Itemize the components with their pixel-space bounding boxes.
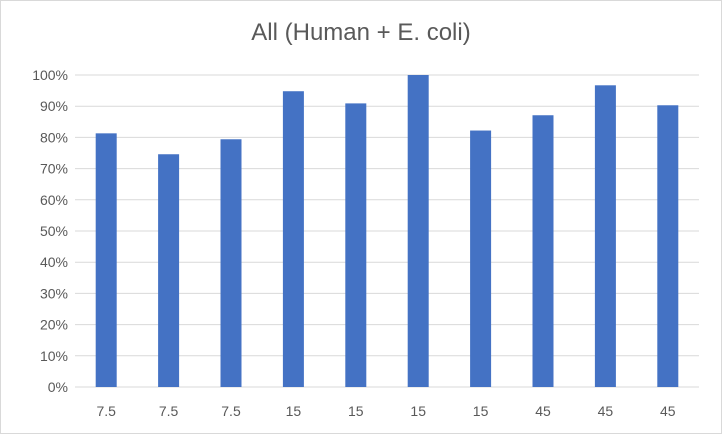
x-tick-label: 45	[598, 403, 614, 419]
x-tick-label: 7.5	[221, 403, 241, 419]
x-tick-label: 7.5	[159, 403, 179, 419]
x-tick-label: 45	[660, 403, 676, 419]
y-tick-label: 40%	[40, 254, 68, 270]
bar	[407, 75, 429, 387]
chart-title: All (Human + E. coli)	[251, 19, 471, 46]
bar	[345, 103, 367, 387]
x-tick-label: 15	[473, 403, 489, 419]
x-tick-label: 15	[286, 403, 302, 419]
y-tick-label: 50%	[40, 223, 68, 239]
bar	[95, 133, 117, 387]
bar	[594, 85, 616, 388]
x-tick-label: 45	[535, 403, 551, 419]
y-tick-label: 70%	[40, 161, 68, 177]
bar	[282, 91, 304, 387]
y-tick-label: 60%	[40, 192, 68, 208]
y-tick-label: 10%	[40, 348, 68, 364]
y-tick-label: 80%	[40, 129, 68, 145]
y-tick-label: 30%	[40, 285, 68, 301]
x-tick-label: 15	[348, 403, 364, 419]
y-tick-label: 20%	[40, 317, 68, 333]
bar	[532, 115, 554, 388]
y-tick-label: 90%	[40, 98, 68, 114]
x-tick-label: 7.5	[96, 403, 116, 419]
y-tick-label: 100%	[32, 67, 68, 83]
bar	[657, 105, 679, 387]
bar	[470, 130, 492, 387]
x-tick-label: 15	[410, 403, 426, 419]
bar	[158, 154, 180, 387]
y-tick-label: 0%	[48, 379, 68, 395]
bar	[220, 139, 242, 387]
